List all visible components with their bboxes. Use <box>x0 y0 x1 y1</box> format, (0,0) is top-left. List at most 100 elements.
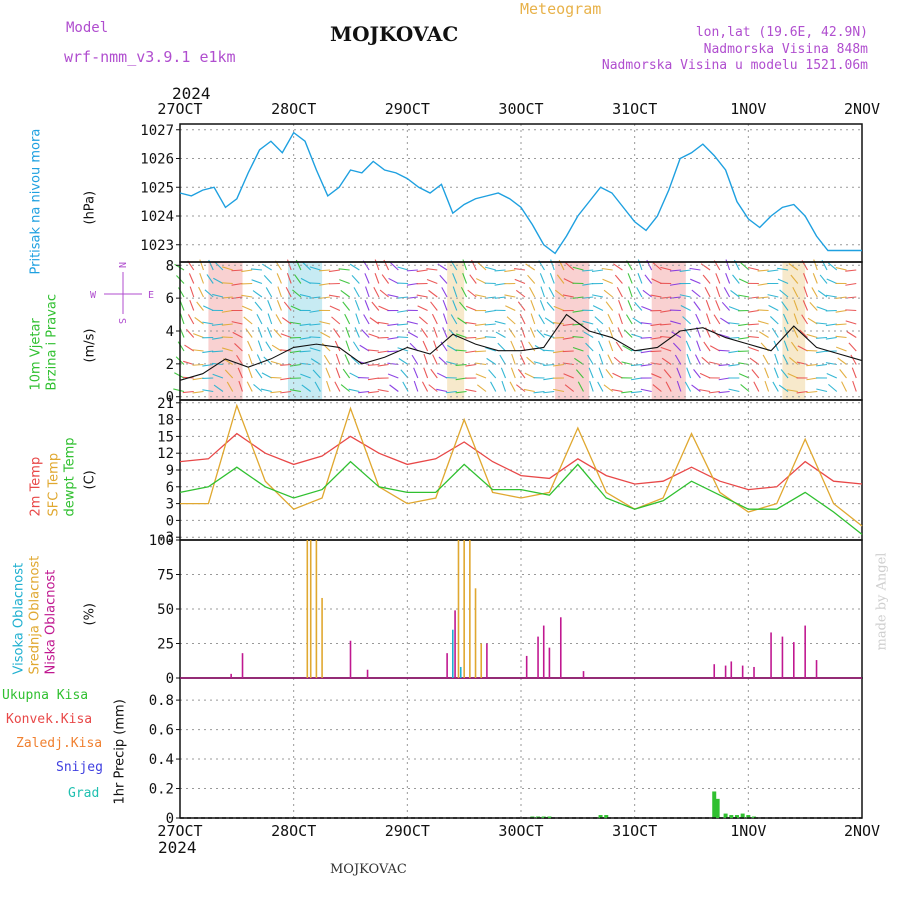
wind-barb <box>319 320 331 325</box>
wind-barb <box>309 296 321 299</box>
wind-barb <box>407 320 418 325</box>
wind-barb <box>511 353 516 365</box>
wind-barb <box>757 282 769 286</box>
y-tick-label: 1024 <box>140 209 174 225</box>
wind-barb <box>257 340 263 352</box>
wind-barb <box>852 380 857 392</box>
wind-barb <box>475 323 487 327</box>
wind-barb <box>848 342 857 352</box>
wind-barb <box>462 272 468 284</box>
wind-barb <box>631 333 643 339</box>
wind-barb <box>738 323 750 327</box>
wind-barb <box>289 389 302 393</box>
wind-barb <box>663 369 672 379</box>
wind-barb <box>572 323 584 326</box>
wind-barb <box>446 361 457 366</box>
wind-barb <box>826 278 837 285</box>
wind-barb <box>255 368 263 379</box>
wind-barb <box>504 269 516 273</box>
wind-barb <box>708 390 720 394</box>
wind-barb <box>352 341 360 352</box>
wind-barb <box>177 341 185 352</box>
wind-barb <box>695 313 701 325</box>
wind-barb <box>411 354 419 365</box>
wind-barb <box>809 302 818 311</box>
wind-barb <box>652 384 662 392</box>
wind-barb <box>262 263 272 271</box>
wind-barb <box>536 329 545 338</box>
wind-barb <box>333 328 341 338</box>
wind-barb <box>344 354 351 365</box>
wind-barb <box>484 309 496 313</box>
wind-barb <box>397 336 409 339</box>
wind-barb <box>529 287 536 298</box>
wind-barb <box>660 266 672 271</box>
wind-barb <box>748 346 760 352</box>
wind-barb <box>277 286 282 298</box>
wind-barb <box>642 289 652 298</box>
wind-barb <box>728 306 740 312</box>
wind-barb <box>738 278 750 284</box>
wind-barb <box>339 279 350 285</box>
wind-barb <box>845 309 857 312</box>
wind-barb <box>669 269 681 272</box>
wind-barb <box>377 321 389 325</box>
wind-barb <box>693 369 701 379</box>
wind-barb <box>825 294 837 298</box>
wind-barb <box>625 314 633 325</box>
wind-barb <box>740 262 750 271</box>
wind-barb <box>618 313 623 325</box>
wind-barb <box>564 384 575 392</box>
wind-barb <box>292 289 302 298</box>
wind-barb <box>562 336 574 340</box>
wind-barb <box>189 286 195 298</box>
wind-barb <box>477 262 487 271</box>
elevation: Nadmorska Visina 848m <box>703 42 868 57</box>
temp-2m-line <box>179 432 863 491</box>
time-label-bottom: 28OCT <box>271 822 316 840</box>
wind-barb <box>674 354 682 365</box>
wind-barb <box>174 372 185 379</box>
precip-label-snow: Snijeg <box>56 760 103 775</box>
station-title: MOJKOVAC <box>330 22 459 46</box>
wind-barb <box>430 301 438 311</box>
wind-barb <box>465 321 477 325</box>
wind-barb <box>665 381 672 392</box>
wind-barb <box>368 333 380 339</box>
wind-barb <box>828 383 838 392</box>
wind-barb <box>320 331 331 338</box>
wind-barb <box>819 274 828 284</box>
wind-barb <box>338 268 350 271</box>
wind-barb <box>611 388 623 393</box>
wind-barb <box>827 262 838 271</box>
wind-barb <box>212 373 224 379</box>
wind-barb <box>323 354 331 365</box>
wind-barb <box>188 273 195 284</box>
wind-barb <box>603 384 614 392</box>
y-tick-label: 1025 <box>140 180 174 196</box>
wind-barb <box>718 349 730 352</box>
wind-barb <box>694 354 701 365</box>
time-label-bottom: 29OCT <box>385 822 430 840</box>
wind-barb <box>846 331 857 338</box>
wind-barb <box>495 331 506 338</box>
wind-barb <box>455 333 467 339</box>
wind-barb <box>747 335 759 339</box>
wind-barb <box>772 381 779 392</box>
wind-barb <box>563 373 574 379</box>
wind-barb <box>280 377 292 381</box>
y-tick-label: 15 <box>157 429 174 445</box>
y-tick-label: 18 <box>157 413 174 429</box>
wind-barb <box>689 267 701 271</box>
wind-barb <box>442 313 448 325</box>
wind-barb <box>271 344 282 352</box>
wind-barb <box>501 380 507 392</box>
wind-barb <box>365 286 370 298</box>
wind-barb <box>192 363 204 366</box>
wind-barb <box>475 350 487 353</box>
wind-barb <box>367 377 379 381</box>
wind-barb <box>797 345 808 352</box>
wind-barb <box>612 372 623 379</box>
wind-barb <box>802 300 809 311</box>
time-label-top: 31OCT <box>612 100 657 118</box>
